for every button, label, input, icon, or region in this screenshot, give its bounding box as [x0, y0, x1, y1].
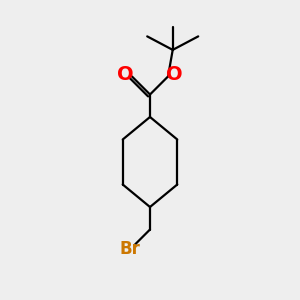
Text: O: O	[166, 64, 183, 84]
Text: Br: Br	[119, 240, 140, 258]
Text: O: O	[117, 64, 134, 84]
